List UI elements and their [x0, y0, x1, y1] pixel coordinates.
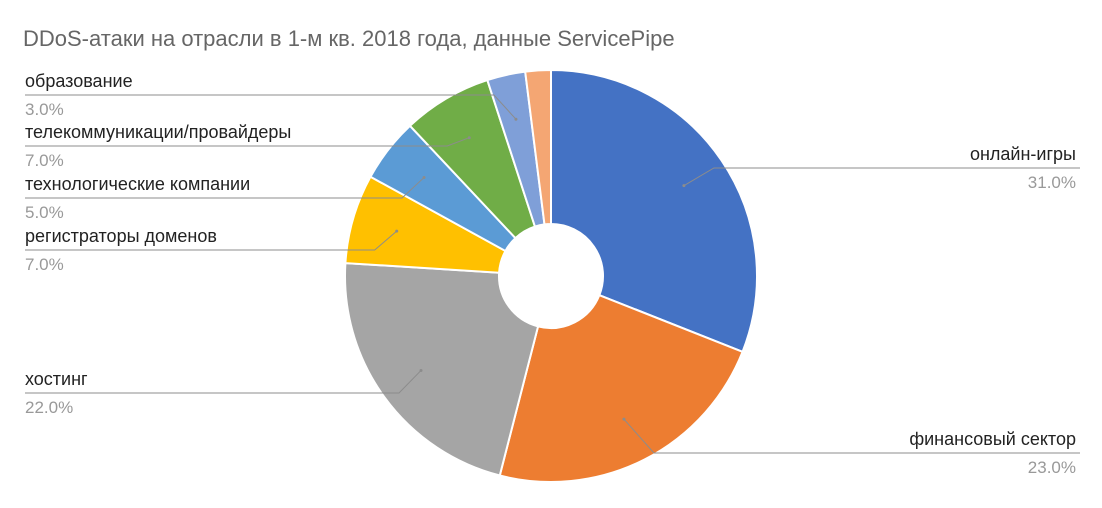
leader-dot-7 [514, 117, 518, 121]
leader-line-1 [683, 167, 1080, 187]
slice-value-2: 23.0% [1028, 458, 1076, 477]
slice-value-4: 7.0% [25, 255, 64, 274]
slice-value-5: 5.0% [25, 203, 64, 222]
leader-line-7 [25, 94, 517, 120]
leader-line-4 [25, 230, 398, 251]
slice-label-2: финансовый сектор [909, 429, 1076, 449]
chart-title: DDoS-атаки на отрасли в 1-м кв. 2018 год… [23, 26, 675, 51]
leader-line-2 [623, 418, 1080, 454]
pie-slice-8 [524, 68, 552, 226]
slice-label-6: телекоммуникации/провайдеры [25, 122, 291, 142]
leader-line-5 [25, 177, 425, 199]
slice-label-7: образование [25, 71, 133, 91]
leader-line-3 [25, 370, 422, 394]
leader-dot-2 [622, 417, 626, 421]
leader-dot-3 [419, 368, 423, 372]
leader-lines-layer [25, 94, 1080, 454]
leader-dot-4 [395, 229, 399, 233]
labels-layer: онлайн-игры 31.0% финансовый сектор 23.0% хо… [25, 71, 1076, 477]
pie-slice-2 [498, 293, 744, 483]
pie-slice-3 [344, 262, 540, 477]
leader-dot-5 [422, 176, 426, 180]
leader-dot-6 [467, 136, 471, 140]
pie-slice-1 [550, 68, 758, 354]
slice-label-4: регистраторы доменов [25, 226, 217, 246]
slices-layer [344, 68, 758, 483]
leader-dot-1 [682, 184, 686, 188]
slice-value-3: 22.0% [25, 398, 73, 417]
slice-label-1: онлайн-игры [970, 144, 1076, 164]
slice-value-6: 7.0% [25, 151, 64, 170]
slice-value-7: 3.0% [25, 100, 64, 119]
slice-label-3: хостинг [25, 369, 88, 389]
slice-value-1: 31.0% [1028, 173, 1076, 192]
leader-line-6 [25, 137, 470, 147]
slice-label-5: технологические компании [25, 174, 250, 194]
